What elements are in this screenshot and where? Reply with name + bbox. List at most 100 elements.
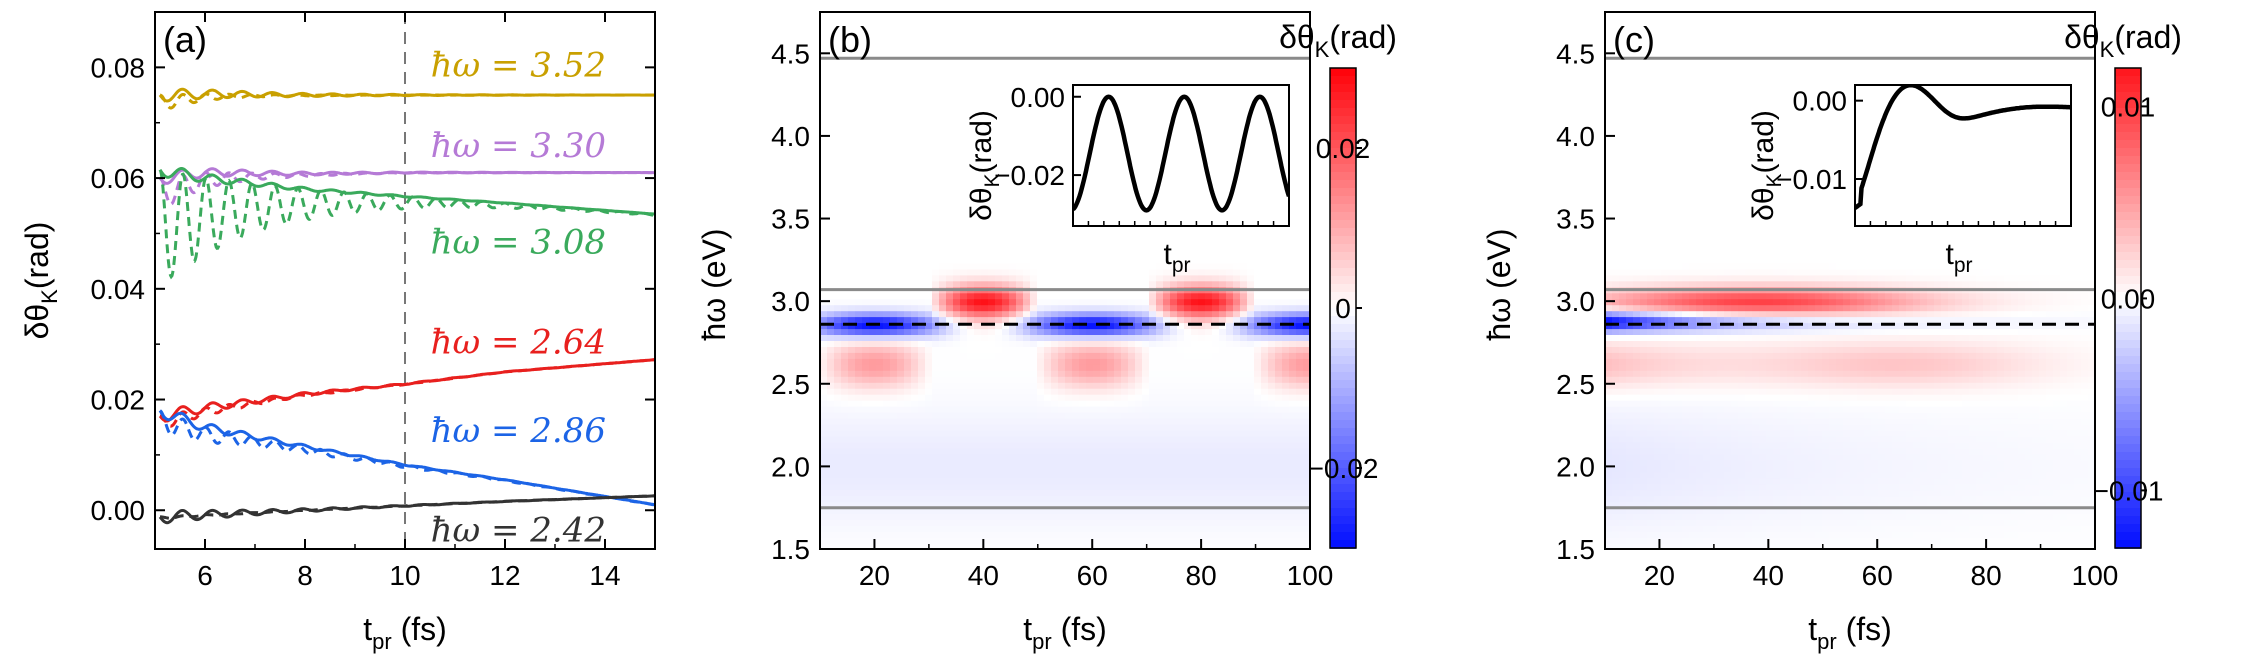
heatmap-cell bbox=[1184, 71, 1192, 79]
heatmap-cell bbox=[995, 35, 1003, 43]
heatmap-cell bbox=[883, 507, 891, 514]
heatmap-cell bbox=[848, 519, 856, 526]
heatmap-cell bbox=[1086, 59, 1094, 67]
heatmap-cell bbox=[1107, 232, 1115, 240]
heatmap-cell bbox=[862, 328, 870, 335]
heatmap-cell bbox=[911, 405, 919, 413]
heatmap-cell bbox=[1128, 358, 1136, 365]
heatmap-cell bbox=[1002, 471, 1010, 479]
heatmap-cell bbox=[960, 214, 968, 222]
heatmap-cell bbox=[988, 143, 996, 151]
heatmap-cell bbox=[1016, 405, 1024, 413]
x-tick-label: 6 bbox=[197, 560, 213, 591]
heatmap-cell bbox=[890, 411, 898, 419]
heatmap-cell bbox=[953, 268, 961, 276]
heatmap-cell bbox=[995, 232, 1003, 240]
heatmap-cell bbox=[876, 197, 884, 204]
heatmap-cell bbox=[1170, 292, 1178, 300]
heatmap-cell bbox=[820, 519, 828, 526]
heatmap-cell bbox=[1030, 208, 1038, 216]
heatmap-cell bbox=[939, 334, 947, 341]
heatmap-cell bbox=[967, 531, 975, 538]
heatmap-cell bbox=[1002, 29, 1010, 37]
heatmap-cell bbox=[918, 208, 926, 216]
heatmap-cell bbox=[869, 173, 877, 180]
heatmap-cell bbox=[1163, 453, 1171, 461]
heatmap-cell bbox=[911, 202, 919, 210]
heatmap-cell bbox=[848, 12, 856, 19]
heatmap-cell bbox=[1023, 262, 1031, 270]
heatmap-cell bbox=[960, 489, 968, 497]
heatmap-cell bbox=[1163, 393, 1171, 401]
heatmap-cell bbox=[981, 202, 989, 210]
heatmap-cell bbox=[1002, 274, 1010, 282]
heatmap-cell bbox=[1030, 155, 1038, 162]
heatmap-cell bbox=[848, 465, 856, 473]
heatmap-cell bbox=[827, 161, 835, 168]
heatmap-cell bbox=[841, 125, 849, 133]
heatmap-cell bbox=[911, 167, 919, 174]
heatmap-cell bbox=[995, 501, 1003, 509]
heatmap-cell bbox=[855, 202, 863, 210]
heatmap-cell bbox=[1086, 411, 1094, 419]
heatmap-cell bbox=[974, 531, 982, 538]
heatmap-cell bbox=[869, 399, 877, 407]
heatmap-cell bbox=[820, 525, 828, 532]
heatmap-cell bbox=[911, 256, 919, 264]
heatmap-cell bbox=[904, 399, 912, 407]
heatmap-cell bbox=[995, 292, 1003, 300]
heatmap-cell bbox=[1072, 519, 1080, 526]
heatmap-cell bbox=[1191, 226, 1199, 234]
heatmap-cell bbox=[1044, 340, 1052, 347]
heatmap-cell bbox=[932, 501, 940, 509]
heatmap-cell bbox=[1191, 328, 1199, 335]
heatmap-cell bbox=[1135, 381, 1143, 389]
heatmap-cell bbox=[869, 292, 877, 300]
heatmap-cell bbox=[918, 316, 926, 324]
heatmap-cell bbox=[1051, 244, 1059, 252]
heatmap-cell bbox=[1023, 167, 1031, 174]
heatmap-cell bbox=[960, 35, 968, 43]
heatmap-cell bbox=[890, 298, 898, 306]
heatmap-cell bbox=[981, 101, 989, 109]
heatmap-cell bbox=[1009, 208, 1017, 216]
heatmap-cell bbox=[974, 71, 982, 79]
heatmap-cell bbox=[1128, 465, 1136, 473]
heatmap-cell bbox=[1114, 322, 1122, 330]
heatmap-cell bbox=[876, 376, 884, 383]
heatmap-cell bbox=[904, 471, 912, 479]
heatmap-cell bbox=[1051, 346, 1059, 353]
heatmap-cell bbox=[967, 328, 975, 335]
heatmap-cell bbox=[1051, 364, 1059, 371]
heatmap-cell bbox=[925, 18, 933, 25]
heatmap-cell bbox=[1086, 274, 1094, 282]
heatmap-cell bbox=[1044, 304, 1052, 312]
heatmap-cell bbox=[1016, 399, 1024, 407]
heatmap-cell bbox=[953, 507, 961, 514]
heatmap-cell bbox=[1058, 214, 1066, 222]
heatmap-cell bbox=[1037, 113, 1045, 121]
heatmap-cell bbox=[1149, 47, 1157, 55]
heatmap-cell bbox=[1023, 334, 1031, 341]
heatmap-cell bbox=[1163, 543, 1171, 549]
heatmap-cell bbox=[1093, 381, 1101, 389]
heatmap-cell bbox=[932, 441, 940, 449]
heatmap-cell bbox=[1093, 280, 1101, 288]
heatmap-cell bbox=[911, 352, 919, 359]
heatmap-cell bbox=[946, 352, 954, 359]
heatmap-cell bbox=[1044, 173, 1052, 180]
heatmap-cell bbox=[911, 23, 919, 31]
heatmap-cell bbox=[988, 59, 996, 67]
heatmap-cell bbox=[855, 47, 863, 55]
heatmap-cell bbox=[995, 250, 1003, 258]
heatmap-cell bbox=[1191, 12, 1199, 19]
heatmap-cell bbox=[1058, 352, 1066, 359]
heatmap-cell bbox=[1044, 447, 1052, 455]
heatmap-cell bbox=[827, 155, 835, 162]
heatmap-cell bbox=[1142, 364, 1150, 371]
heatmap-cell bbox=[1114, 459, 1122, 467]
heatmap-cell bbox=[1170, 41, 1178, 49]
heatmap-cell bbox=[883, 119, 891, 127]
heatmap-cell bbox=[911, 495, 919, 503]
heatmap-cell bbox=[876, 477, 884, 485]
